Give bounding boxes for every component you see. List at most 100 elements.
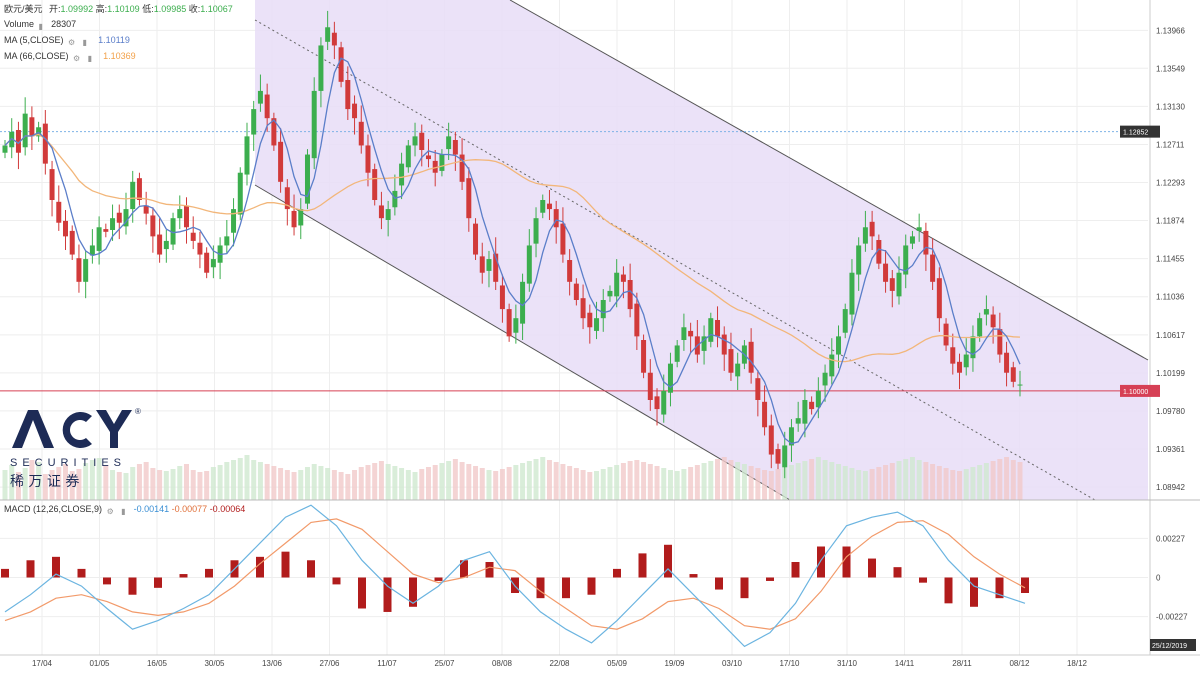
candle-body	[573, 283, 579, 300]
volume-bar	[210, 467, 216, 500]
current-price-badge: 1.10000	[1123, 389, 1148, 396]
volume-bar	[849, 468, 855, 500]
volume-bar	[963, 469, 969, 500]
candle-body	[916, 227, 922, 231]
settings-icon[interactable]: ⚙	[68, 37, 76, 47]
macd-hist-bar	[868, 558, 876, 578]
macd-hist-bar	[154, 577, 162, 588]
candle-body	[264, 94, 270, 119]
candle-body	[96, 227, 102, 251]
candle-body	[183, 205, 189, 228]
volume-bar	[936, 466, 942, 500]
candle-body	[103, 229, 109, 232]
x-tick-label: 31/10	[837, 659, 858, 668]
candle-body	[1017, 384, 1023, 386]
trash-icon[interactable]: ▮	[87, 53, 92, 63]
macd-hist-bar	[1021, 577, 1029, 593]
settings-icon[interactable]: ⚙	[106, 506, 114, 516]
candle-body	[62, 220, 68, 237]
candle-body	[620, 274, 626, 282]
candle-body	[909, 236, 915, 244]
volume-bar	[788, 465, 794, 500]
macd-hist-bar	[638, 553, 647, 578]
x-tick-label: 19/09	[664, 659, 685, 668]
open-label: 开:	[49, 4, 61, 14]
x-tick-label: 13/06	[262, 659, 283, 668]
volume-bar	[856, 470, 862, 500]
candle-body	[963, 354, 969, 368]
x-tick-label: 16/05	[147, 659, 168, 668]
candle-body	[439, 154, 445, 171]
candle-body	[822, 372, 828, 386]
volume-bar	[150, 468, 156, 500]
volume-bar	[836, 464, 842, 500]
candle-body	[936, 278, 942, 319]
ma66-line	[4, 133, 1021, 363]
macd-hist-bar	[128, 577, 137, 595]
candle-body	[224, 236, 230, 246]
volume-bar	[916, 460, 922, 500]
candle-body	[842, 309, 848, 333]
volume-bar	[36, 462, 42, 500]
candle-body	[970, 336, 976, 359]
volume-bar	[392, 466, 398, 500]
volume-bar	[815, 457, 821, 500]
ma66-label: MA (66,CLOSE)	[4, 51, 69, 61]
ma5-line	[4, 57, 1021, 445]
candle-body	[983, 309, 989, 315]
candle-body	[76, 258, 82, 282]
volume-bar	[251, 460, 257, 500]
candle-body	[903, 245, 909, 275]
trash-icon[interactable]: ▮	[38, 21, 43, 31]
volume-bar	[701, 463, 707, 500]
ma5-legend: MA (5,CLOSE) ⚙ ▮ 1.10119	[4, 35, 130, 47]
macd-hist-bar	[715, 577, 723, 590]
volume-bar	[49, 470, 55, 500]
volume-legend: Volume ▮ 28307	[4, 19, 76, 31]
macd-hist-bar	[893, 567, 902, 578]
volume-bar	[499, 469, 505, 500]
macd-hist-bar	[791, 562, 800, 578]
volume-bar	[721, 457, 727, 500]
volume-bar	[627, 461, 633, 500]
macd-hist-bar	[689, 574, 698, 578]
trash-icon[interactable]: ▮	[82, 37, 87, 47]
volume-bar	[909, 457, 915, 500]
macd-hist-bar	[562, 577, 570, 599]
y-tick-label: 1.09780	[1156, 407, 1185, 416]
candle-body	[318, 45, 324, 91]
macd-hist-bar	[740, 577, 749, 599]
volume-bar	[372, 463, 378, 500]
candle-body	[856, 245, 862, 275]
volume-bar	[493, 471, 499, 500]
volume-bar	[983, 463, 989, 500]
candle-body	[506, 309, 512, 337]
candle-body	[56, 201, 62, 223]
candle-body	[667, 363, 673, 393]
macd-hist-bar	[664, 544, 672, 578]
x-tick-label: 17/04	[32, 659, 53, 668]
candle-body	[950, 347, 956, 364]
date-badge-bg	[1150, 639, 1196, 651]
candle-body	[150, 215, 156, 237]
candle-body	[809, 401, 815, 410]
candle-body	[177, 209, 183, 219]
macd-hist-bar	[77, 568, 86, 578]
candle-body	[634, 303, 640, 337]
candle-body	[849, 272, 855, 315]
x-tick-label: 08/08	[492, 659, 513, 668]
volume-bar	[506, 467, 512, 500]
settings-icon[interactable]: ⚙	[73, 53, 81, 63]
volume-bar	[526, 461, 532, 500]
volume-bar	[399, 468, 405, 500]
volume-bar	[190, 470, 196, 500]
volume-bar	[29, 460, 35, 500]
volume-bar	[708, 461, 714, 500]
trash-icon[interactable]: ▮	[121, 506, 126, 516]
candle-body	[715, 320, 721, 337]
y-tick-label: 1.08942	[1156, 483, 1185, 492]
volume-bar	[674, 471, 680, 500]
y-tick-label: 1.11874	[1156, 217, 1185, 226]
candle-body	[231, 209, 237, 233]
candle-body	[136, 178, 142, 200]
